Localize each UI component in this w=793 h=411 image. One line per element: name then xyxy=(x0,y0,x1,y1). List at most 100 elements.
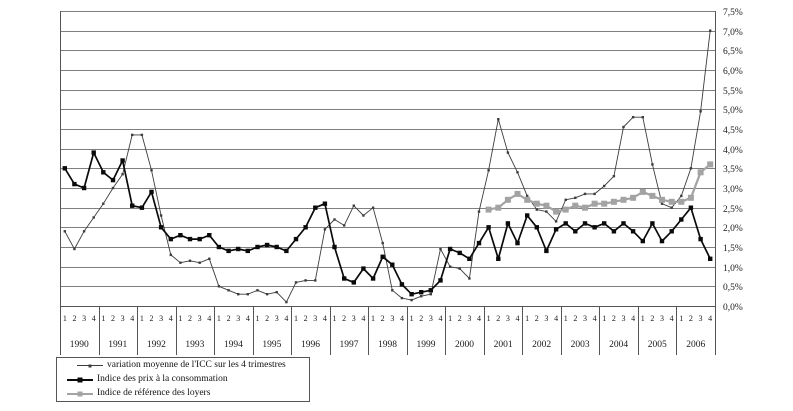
quarter-tick-label: 2 xyxy=(304,314,308,323)
series-1-marker xyxy=(515,240,520,246)
series-1-marker xyxy=(553,227,559,232)
series-0-marker xyxy=(73,247,76,251)
series-1-marker xyxy=(390,262,395,267)
series-1-marker xyxy=(534,225,539,230)
series-0-marker xyxy=(506,151,510,154)
quarter-tick-label: 3 xyxy=(121,314,125,323)
quarter-tick-label: 4 xyxy=(438,314,442,323)
series-0-marker xyxy=(622,125,625,129)
quarter-tick-label: 4 xyxy=(631,314,635,323)
series-0-marker xyxy=(63,230,66,233)
series-2-marker xyxy=(591,200,598,207)
quarter-tick-label: 1 xyxy=(333,314,337,323)
quarter-tick-label: 4 xyxy=(92,314,96,323)
series-1-marker xyxy=(313,205,318,210)
y-axis-tick-label: 4,5% xyxy=(723,126,743,136)
y-axis-tick-label: 1,5% xyxy=(723,244,743,254)
quarter-tick-label: 4 xyxy=(130,314,134,323)
year-tick-label: 2006 xyxy=(686,340,705,350)
quarter-tick-label: 4 xyxy=(477,314,481,323)
series-0-marker xyxy=(660,202,664,205)
series-0-marker xyxy=(631,116,635,119)
series-1-marker xyxy=(293,236,299,242)
series-1-marker xyxy=(274,244,279,250)
quarter-tick-label: 3 xyxy=(198,314,202,323)
series-1-marker xyxy=(332,244,337,250)
quarter-tick-label: 2 xyxy=(111,314,115,323)
series-1-marker xyxy=(476,240,482,246)
series-0-marker xyxy=(583,192,587,196)
series-0-marker xyxy=(641,116,644,119)
quarter-tick-label: 1 xyxy=(294,314,298,323)
quarter-tick-label: 1 xyxy=(217,314,221,323)
series-2-marker xyxy=(620,196,627,203)
quarter-tick-label: 2 xyxy=(72,314,76,323)
series-2-marker xyxy=(687,194,694,201)
series-2-marker xyxy=(524,196,531,203)
series-0-marker xyxy=(477,210,481,213)
series-1-marker xyxy=(178,233,183,238)
series-0-marker xyxy=(208,257,211,260)
quarter-tick-label: 1 xyxy=(641,314,645,323)
series-1-marker xyxy=(130,203,135,208)
series-0-marker xyxy=(612,175,616,178)
series-2-marker xyxy=(514,190,521,197)
legend-item-icc: variation moyenne de l'ICC sur les 4 tri… xyxy=(67,359,309,372)
quarter-tick-label: 2 xyxy=(227,314,231,323)
series-1-marker xyxy=(419,290,424,295)
series-0-marker xyxy=(603,184,606,188)
series-0-marker xyxy=(487,169,490,172)
series-1-marker xyxy=(582,221,588,226)
quarter-tick-label: 1 xyxy=(525,314,529,323)
series-2-marker xyxy=(678,198,685,205)
quarter-tick-label: 3 xyxy=(544,314,548,323)
series-line-1 xyxy=(64,151,711,296)
series-1-marker xyxy=(120,158,125,163)
series-0-marker xyxy=(102,202,105,205)
series-1-marker xyxy=(621,221,626,226)
series-2-marker xyxy=(572,202,579,209)
series-0-marker xyxy=(448,265,452,268)
series-1-marker xyxy=(650,221,655,226)
icc-line-marker-icon xyxy=(77,361,103,370)
y-axis-tick-label: 2,0% xyxy=(723,224,743,234)
quarter-tick-label: 4 xyxy=(207,314,211,323)
series-2-marker xyxy=(697,169,704,176)
y-axis-tick-label: 4,0% xyxy=(723,146,743,156)
series-0-marker xyxy=(333,218,336,221)
legend-item-ipc: Indice des prix à la consommation xyxy=(67,373,309,386)
legend-label-ipc: Indice des prix à la consommation xyxy=(97,374,228,384)
series-0-marker xyxy=(82,230,86,233)
y-axis-tick-label: 7,0% xyxy=(723,28,743,38)
quarter-tick-label: 4 xyxy=(361,314,365,323)
year-tick-label: 1995 xyxy=(262,340,281,350)
year-tick-label: 1990 xyxy=(70,340,89,350)
quarter-tick-label: 3 xyxy=(390,314,394,323)
quarter-tick-label: 2 xyxy=(265,314,269,323)
year-tick-label: 1992 xyxy=(147,340,166,350)
series-0-marker xyxy=(237,293,240,296)
series-1-marker xyxy=(698,236,703,242)
series-1-marker xyxy=(486,225,491,230)
quarter-tick-label: 4 xyxy=(670,314,674,323)
series-1-marker xyxy=(361,266,366,271)
quarter-tick-label: 3 xyxy=(583,314,587,323)
quarter-tick-label: 4 xyxy=(284,314,288,323)
series-0-marker xyxy=(680,194,683,198)
series-0-marker xyxy=(458,267,461,270)
series-1-marker xyxy=(659,238,665,244)
series-0-marker xyxy=(246,293,249,296)
series-1-marker xyxy=(139,205,145,210)
series-1-marker xyxy=(611,229,617,234)
quarter-tick-label: 3 xyxy=(159,314,163,323)
series-2-marker xyxy=(485,206,492,213)
series-0-marker xyxy=(314,279,317,282)
series-0-marker xyxy=(131,133,134,137)
series-1-marker xyxy=(101,170,106,175)
quarter-tick-label: 4 xyxy=(554,314,558,323)
series-1-marker xyxy=(640,238,645,244)
series-2-marker xyxy=(504,196,511,203)
series-1-marker xyxy=(216,244,222,250)
series-1-marker xyxy=(284,248,289,254)
